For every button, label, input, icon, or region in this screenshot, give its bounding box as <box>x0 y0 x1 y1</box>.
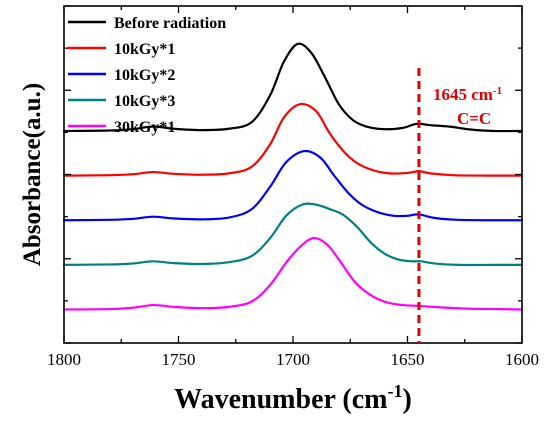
x-tick-label: 1600 <box>505 350 539 369</box>
x-axis-title: Wavenumber (cm-1) <box>174 381 412 415</box>
y-axis-title: Absorbance(a.u.) <box>19 83 46 266</box>
x-tick-label: 1800 <box>47 350 81 369</box>
legend-label-0: Before radiation <box>114 15 226 32</box>
legend-label-3: 10kGy*3 <box>114 93 175 110</box>
annotation-wavenumber-label: 1645 cm-1 <box>433 85 502 104</box>
x-tick-label: 1700 <box>276 350 310 369</box>
series-line-2 <box>62 149 524 222</box>
annotation-bond-label: C=C <box>457 109 491 128</box>
series-line-4 <box>62 237 524 311</box>
x-tick-label: 1750 <box>162 350 196 369</box>
legend-label-4: 30kGy*1 <box>114 119 175 136</box>
series-line-0 <box>62 42 524 133</box>
legend-label-2: 10kGy*2 <box>114 67 175 84</box>
series-line-1 <box>62 102 524 177</box>
series-line-3 <box>62 202 524 267</box>
x-tick-label: 1650 <box>391 350 425 369</box>
legend-label-1: 10kGy*1 <box>114 41 175 58</box>
